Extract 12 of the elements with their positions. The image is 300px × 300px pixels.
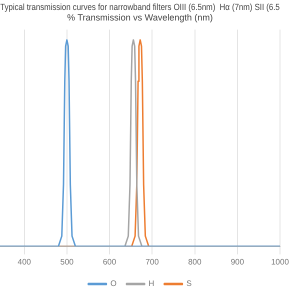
x-tick-label: 400 [18,257,32,266]
chart-title: Typical transmission curves for narrowband filters OIII (6.5nm) Hα (7nm) SII (6.5 [0,1,280,12]
x-tick-label: 900 [230,257,245,266]
x-tick-label: 500 [60,257,74,266]
x-tick-label: 700 [145,257,160,266]
legend-label: S [186,279,192,288]
x-tick-label: 800 [188,257,202,266]
x-tick-label: 1000 [271,257,290,266]
legend-label: H [148,279,155,288]
legend-label: O [110,279,117,288]
chart-subtitle: % Transmission vs Wavelength (nm) [67,12,213,23]
x-tick-label: 600 [102,257,117,266]
